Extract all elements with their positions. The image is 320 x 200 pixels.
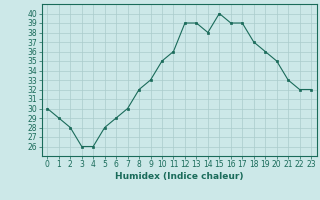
X-axis label: Humidex (Indice chaleur): Humidex (Indice chaleur) — [115, 172, 244, 181]
